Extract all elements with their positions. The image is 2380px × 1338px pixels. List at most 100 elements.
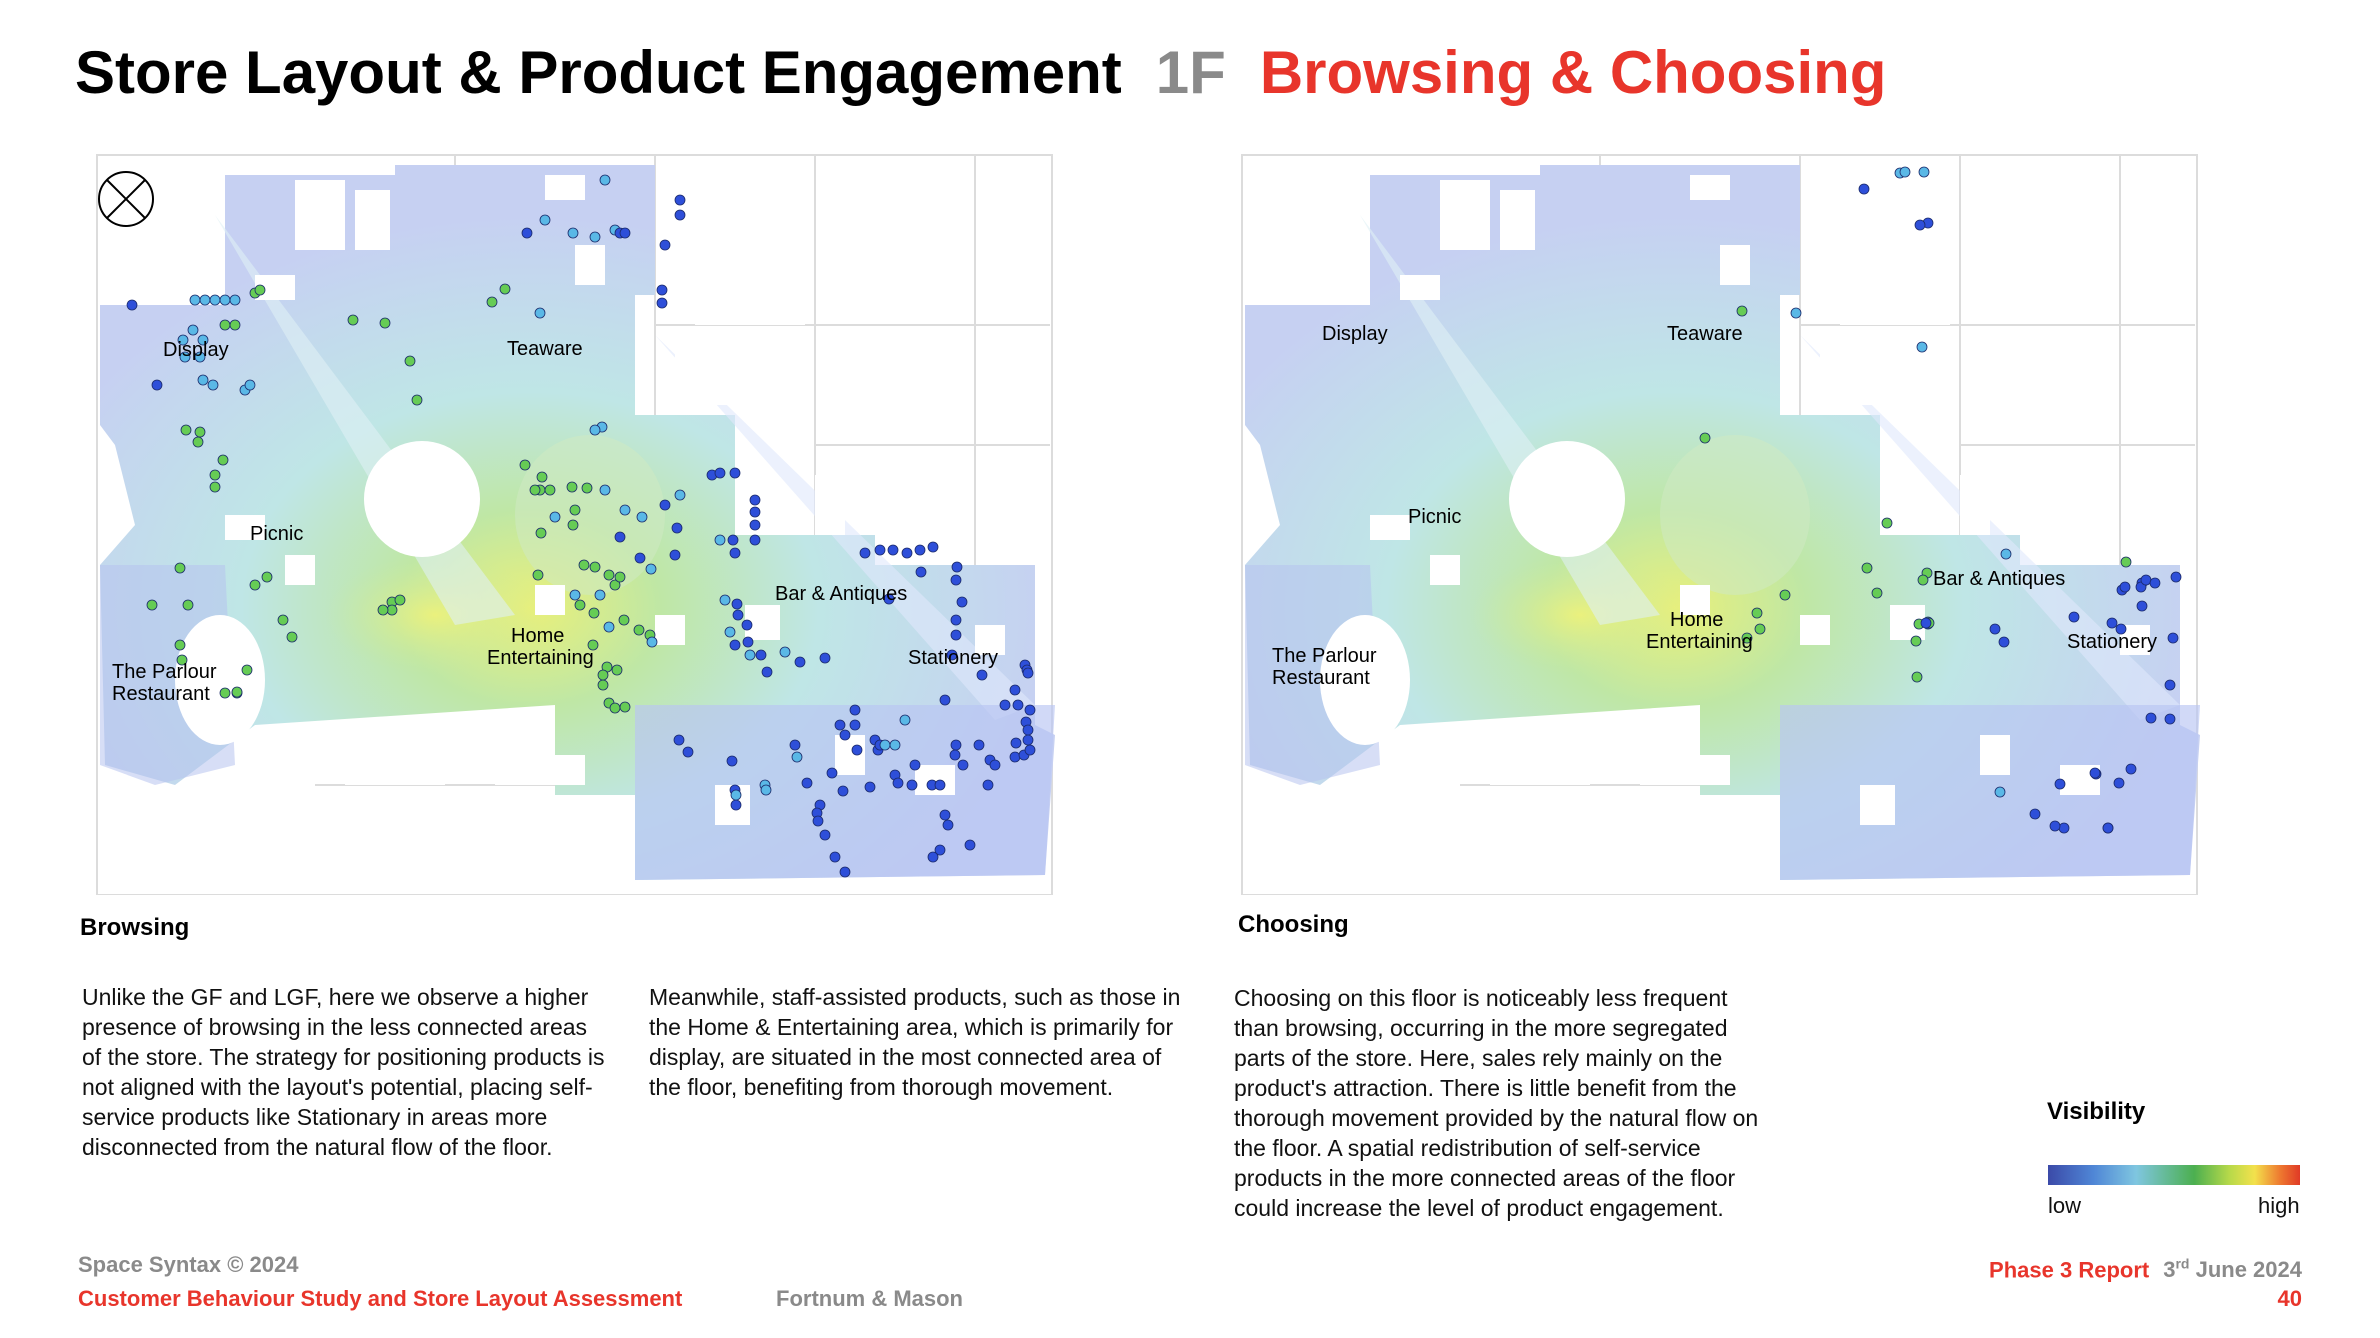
observation-dot — [957, 759, 969, 771]
observation-dot — [1009, 751, 1021, 763]
observation-dot — [671, 522, 683, 534]
observation-dot — [794, 656, 806, 668]
choosing-heading: Choosing — [1238, 911, 1349, 938]
observation-dot — [249, 579, 261, 591]
observation-dot — [544, 484, 556, 496]
browsing-observation-points — [126, 174, 1036, 878]
observation-dot — [749, 534, 761, 546]
observation-dot — [1881, 517, 1893, 529]
observation-dot — [729, 547, 741, 559]
observation-dot — [192, 436, 204, 448]
observation-dot — [927, 541, 939, 553]
observation-dot — [126, 299, 138, 311]
observation-dot — [2120, 556, 2132, 568]
observation-dot — [915, 566, 927, 578]
observation-dot — [578, 559, 590, 571]
observation-dot — [950, 574, 962, 586]
observation-dot — [826, 767, 838, 779]
observation-dot — [197, 374, 209, 386]
observation-dot — [146, 599, 158, 611]
observation-dot — [950, 614, 962, 626]
observation-dot — [1022, 724, 1034, 736]
observation-dot — [1741, 632, 1753, 644]
observation-dot — [674, 489, 686, 501]
observation-dot — [741, 619, 753, 631]
observation-dot — [636, 511, 648, 523]
observation-dot — [377, 604, 389, 616]
observation-dot — [976, 669, 988, 681]
label-home-2: Entertaining — [1646, 631, 1753, 653]
observation-dot — [946, 649, 958, 661]
observation-dot — [567, 519, 579, 531]
observation-dot — [599, 484, 611, 496]
observation-dot — [209, 294, 221, 306]
observation-dot — [2140, 574, 2152, 586]
label-parlour-1: The Parlour — [112, 661, 217, 683]
observation-dot — [646, 636, 658, 648]
observation-dot — [674, 194, 686, 206]
observation-dot — [839, 866, 851, 878]
label-picnic: Picnic — [250, 523, 304, 545]
observation-dot — [714, 534, 726, 546]
label-teaware: Teaware — [507, 338, 583, 360]
observation-dot — [714, 467, 726, 479]
choosing-paragraph: Choosing on this floor is noticeably les… — [1234, 985, 1759, 1221]
observation-dot — [659, 239, 671, 251]
observation-dot — [674, 209, 686, 221]
observation-dot — [901, 547, 913, 559]
observation-dot — [151, 379, 163, 391]
observation-dot — [594, 589, 606, 601]
observation-dot — [1010, 737, 1022, 749]
observation-dot — [791, 751, 803, 763]
legend-title: Visibility — [2047, 1098, 2146, 1125]
observation-dot — [1751, 607, 1763, 619]
observation-dot — [726, 755, 738, 767]
observation-dot — [2149, 577, 2161, 589]
observation-dot — [2113, 777, 2125, 789]
observation-dot — [174, 639, 186, 651]
observation-dot — [1861, 562, 1873, 574]
observation-dot — [277, 614, 289, 626]
observation-dot — [618, 614, 630, 626]
label-teaware: Teaware — [1667, 323, 1743, 345]
observation-dot — [682, 746, 694, 758]
observation-dot — [730, 799, 742, 811]
observation-dot — [749, 494, 761, 506]
observation-dot — [659, 499, 671, 511]
observation-dot — [839, 729, 851, 741]
observation-dot — [973, 739, 985, 751]
observation-dot — [599, 174, 611, 186]
label-parlour-1: The Parlour — [1272, 645, 1377, 667]
footer-copyright: Space Syntax © 2024 — [78, 1252, 299, 1277]
observation-dot — [1917, 574, 1929, 586]
label-parlour-2: Restaurant — [112, 683, 210, 705]
observation-dot — [231, 686, 243, 698]
observation-dot — [673, 734, 685, 746]
observation-dot — [801, 777, 813, 789]
observation-dot — [1022, 667, 1034, 679]
observation-dot — [724, 626, 736, 638]
observation-dot — [244, 379, 256, 391]
observation-dot — [197, 334, 209, 346]
observation-dot — [1989, 623, 2001, 635]
observation-dot — [934, 779, 946, 791]
observation-dot — [779, 646, 791, 658]
observation-dot — [1871, 587, 1883, 599]
observation-dot — [2164, 679, 2176, 691]
observation-dot — [187, 324, 199, 336]
observation-dot — [719, 594, 731, 606]
observation-dot — [2106, 617, 2118, 629]
observation-dot — [219, 319, 231, 331]
observation-dot — [179, 351, 191, 363]
observation-dot — [950, 629, 962, 641]
observation-dot — [942, 819, 954, 831]
observation-dot — [889, 739, 901, 751]
observation-dot — [2058, 822, 2070, 834]
observation-dot — [829, 851, 841, 863]
observation-dot — [199, 294, 211, 306]
observation-dot — [611, 664, 623, 676]
footer-date-suffix: rd — [2175, 1256, 2190, 1272]
observation-dot — [589, 231, 601, 243]
observation-dot — [411, 394, 423, 406]
observation-dot — [2068, 611, 2080, 623]
